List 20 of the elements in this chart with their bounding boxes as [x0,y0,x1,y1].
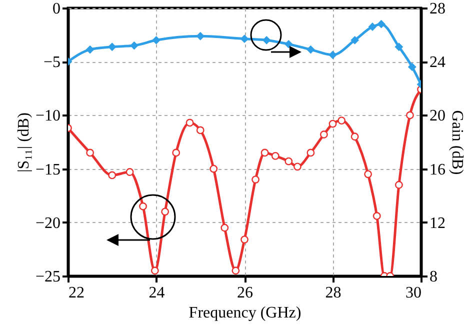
y2-tick-label: 12 [430,214,446,232]
y2-tick-label: 28 [430,0,446,18]
y-tick-label: −15 [35,161,60,178]
y2-tick-label: 16 [430,161,446,178]
y2-tick-label: 24 [430,54,446,72]
y-tick-label: −20 [35,214,60,232]
x-tick-label: 26 [237,284,253,302]
y-tick-label: −5 [43,54,60,72]
x-axis-title: Frequency (GHz) [188,304,302,322]
y2-axis-title: Gain (dB) [448,110,466,175]
y-tick-label: 0 [52,0,60,18]
y2-tick-label: 20 [430,108,446,125]
y-tick-label: −10 [35,108,60,125]
x-tick-label: 28 [325,284,342,302]
x-tick-label: 22 [68,284,84,302]
y-axis-title: |S₁₁| (dB) [15,112,32,172]
y-tick-label: −25 [35,268,60,286]
x-tick-label: 24 [148,284,165,302]
y2-tick-label: 8 [430,268,438,286]
x-tick-label: 30 [406,284,422,302]
